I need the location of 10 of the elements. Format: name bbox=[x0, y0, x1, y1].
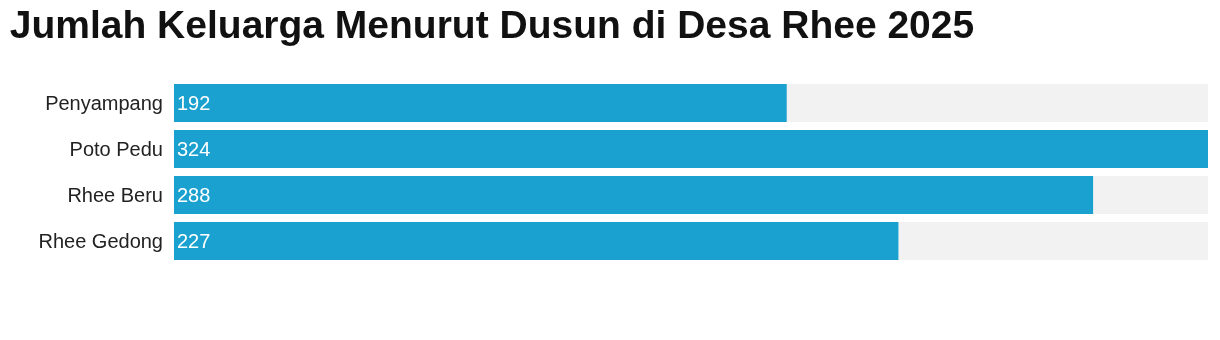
data-label: 288 bbox=[177, 184, 211, 206]
y-tick-label: Rhee Beru bbox=[67, 184, 163, 206]
data-label: 192 bbox=[177, 92, 211, 114]
y-tick-label: Rhee Gedong bbox=[38, 230, 163, 252]
y-tick-label: Penyampang bbox=[45, 92, 163, 114]
y-tick-label: Poto Pedu bbox=[69, 138, 163, 160]
data-label: 324 bbox=[177, 138, 211, 160]
chart-title: Jumlah Keluarga Menurut Dusun di Desa Rhee 2025 bbox=[9, 2, 975, 46]
bar bbox=[174, 129, 1208, 169]
data-label: 227 bbox=[177, 230, 211, 252]
